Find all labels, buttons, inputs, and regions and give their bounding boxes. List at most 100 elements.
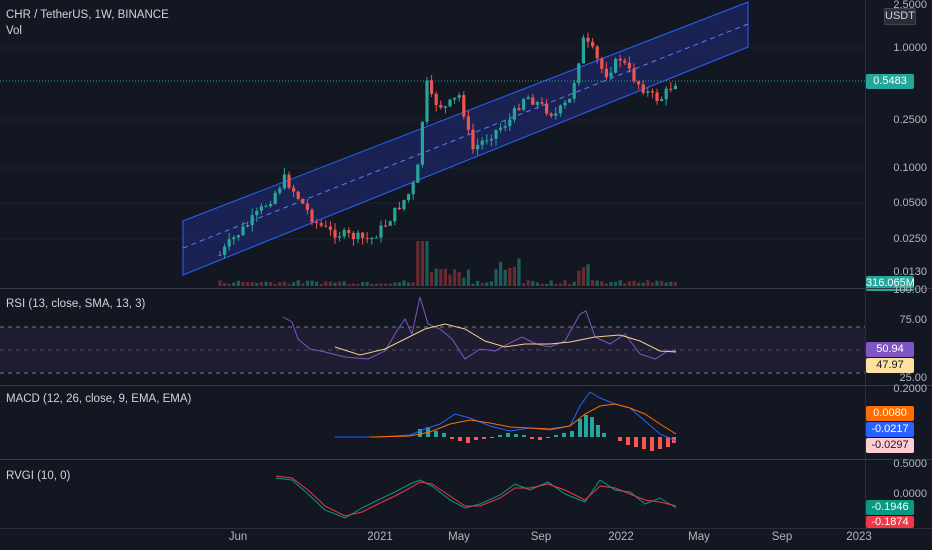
ascending-channel[interactable] bbox=[182, 1, 749, 276]
candle-body bbox=[315, 222, 319, 224]
pane-separator[interactable] bbox=[0, 459, 932, 460]
macd-line[interactable] bbox=[335, 391, 677, 442]
price-tick: 0.2500 bbox=[893, 114, 927, 126]
rsi-ma-line[interactable] bbox=[334, 323, 677, 356]
volume-bar bbox=[664, 282, 668, 286]
price-scale[interactable]: 2.5000 1.0000 0.2500 0.1000 0.0500 0.025… bbox=[865, 0, 932, 288]
rvgi-chart[interactable] bbox=[0, 460, 865, 528]
macd-histogram-bar bbox=[578, 419, 582, 437]
volume-bar bbox=[402, 280, 406, 286]
macd-chart[interactable] bbox=[0, 386, 865, 459]
macd-histogram-bar bbox=[596, 425, 600, 437]
volume-bar bbox=[466, 269, 470, 286]
rvgi-value-badge: -0.1946 bbox=[866, 500, 914, 515]
price-chart[interactable] bbox=[0, 0, 865, 288]
macd-histogram-bar bbox=[498, 435, 502, 437]
volume-bar bbox=[370, 283, 374, 286]
volume-bar bbox=[315, 281, 319, 286]
macd-histogram-bar bbox=[522, 435, 526, 437]
volume-bar bbox=[535, 282, 539, 286]
volume-bar bbox=[448, 274, 452, 286]
rvgi-tick: 0.0000 bbox=[893, 488, 927, 500]
volume-bar bbox=[586, 264, 590, 286]
candle-body bbox=[361, 232, 365, 238]
candle-body bbox=[600, 58, 604, 69]
volume-bar bbox=[333, 282, 337, 286]
macd-histogram-bar bbox=[650, 437, 654, 451]
volume-bar bbox=[549, 280, 553, 286]
candle-body bbox=[480, 140, 484, 145]
rvgi-label: RVGI (10, 0) bbox=[6, 470, 71, 482]
macd-histogram-bar bbox=[634, 437, 638, 447]
price-tick: 1.0000 bbox=[893, 42, 927, 54]
price-tick: 0.0130 bbox=[893, 266, 927, 278]
candle-body bbox=[425, 80, 429, 122]
candle-body bbox=[531, 97, 535, 105]
volume-bar bbox=[540, 283, 544, 286]
volume-bar bbox=[319, 283, 323, 286]
rvgi-scale[interactable]: 0.5000 0.0000 bbox=[865, 458, 932, 528]
volume-bar bbox=[278, 282, 282, 286]
candle-body bbox=[301, 198, 305, 204]
rsi-line[interactable] bbox=[282, 296, 676, 360]
rvgi-signal-line[interactable] bbox=[275, 475, 677, 517]
macd-pane[interactable]: MACD (12, 26, close, 9, EMA, EMA) bbox=[0, 386, 865, 459]
volume-bar bbox=[384, 283, 388, 286]
candle-body bbox=[614, 58, 618, 73]
candle-body bbox=[545, 103, 549, 114]
currency-badge[interactable]: USDT bbox=[884, 8, 916, 25]
candle-body bbox=[522, 99, 526, 110]
candle-body bbox=[370, 237, 374, 240]
volume-bar bbox=[499, 261, 503, 286]
rsi-scale[interactable]: 100.00 75.00 25.00 bbox=[865, 284, 932, 385]
macd-scale[interactable]: 0.2000 bbox=[865, 383, 932, 459]
candle-body bbox=[489, 138, 493, 141]
macd-histogram-badge: 0.0080 bbox=[866, 406, 914, 421]
volume-bar bbox=[655, 280, 659, 286]
pane-separator[interactable] bbox=[0, 385, 932, 386]
volume-bar bbox=[393, 282, 397, 286]
candle-body bbox=[439, 104, 443, 108]
volume-bar bbox=[453, 269, 457, 286]
candle-body bbox=[641, 84, 645, 93]
pane-separator[interactable] bbox=[0, 288, 932, 289]
volume-bar bbox=[623, 283, 627, 286]
macd-histogram-bar bbox=[554, 435, 558, 437]
candle-body bbox=[572, 83, 576, 99]
candle-body bbox=[227, 239, 231, 247]
candle-body bbox=[232, 237, 236, 240]
candle-body bbox=[420, 121, 424, 165]
volume-bar bbox=[462, 277, 466, 286]
rvgi-pane[interactable]: RVGI (10, 0) bbox=[0, 460, 865, 528]
time-label: Sep bbox=[771, 531, 793, 543]
rsi-value-badge: 50.94 bbox=[866, 342, 914, 357]
rsi-label: RSI (13, close, SMA, 13, 3) bbox=[6, 298, 146, 310]
macd-signal-line[interactable] bbox=[369, 403, 677, 438]
candle-body bbox=[246, 225, 250, 227]
candle-body bbox=[269, 203, 273, 207]
volume-bar bbox=[600, 281, 604, 286]
candle-body bbox=[476, 144, 480, 150]
volume-bar bbox=[480, 283, 484, 286]
volume-bar bbox=[650, 282, 654, 286]
candle-body bbox=[637, 81, 641, 85]
time-axis[interactable]: Jun 2021 May Sep 2022 May Sep 2023 bbox=[0, 528, 872, 550]
volume-bar bbox=[572, 281, 576, 286]
volume-bar bbox=[416, 241, 420, 286]
volume-bar bbox=[425, 241, 429, 286]
volume-bar bbox=[269, 282, 273, 286]
volume-bar bbox=[342, 281, 346, 286]
volume-bar bbox=[411, 282, 415, 286]
volume-bar bbox=[246, 282, 250, 286]
rsi-pane[interactable]: RSI (13, close, SMA, 13, 3) bbox=[0, 289, 865, 385]
candle-body bbox=[324, 225, 328, 227]
macd-histogram-bar bbox=[626, 437, 630, 445]
candle-body bbox=[351, 232, 355, 240]
price-pane[interactable]: CHR / TetherUS, 1W, BINANCE Vol bbox=[0, 0, 865, 288]
channel-midline[interactable] bbox=[182, 23, 749, 249]
volume-bar bbox=[577, 270, 581, 286]
volume-bar bbox=[485, 282, 489, 286]
candle-body bbox=[379, 225, 383, 238]
candle-body bbox=[646, 91, 650, 93]
rsi-chart[interactable] bbox=[0, 289, 865, 385]
